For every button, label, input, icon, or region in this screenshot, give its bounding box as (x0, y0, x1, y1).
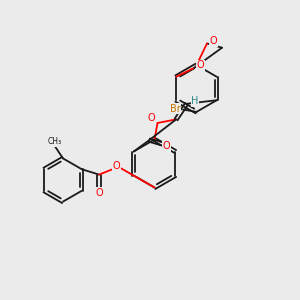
Text: O: O (196, 60, 204, 70)
Text: H: H (191, 96, 199, 106)
Text: O: O (148, 112, 155, 123)
Text: O: O (112, 160, 120, 171)
Text: CH₃: CH₃ (47, 137, 62, 146)
Text: O: O (163, 141, 170, 151)
Text: O: O (95, 188, 103, 198)
Text: Br: Br (170, 104, 181, 114)
Text: O: O (210, 36, 218, 46)
